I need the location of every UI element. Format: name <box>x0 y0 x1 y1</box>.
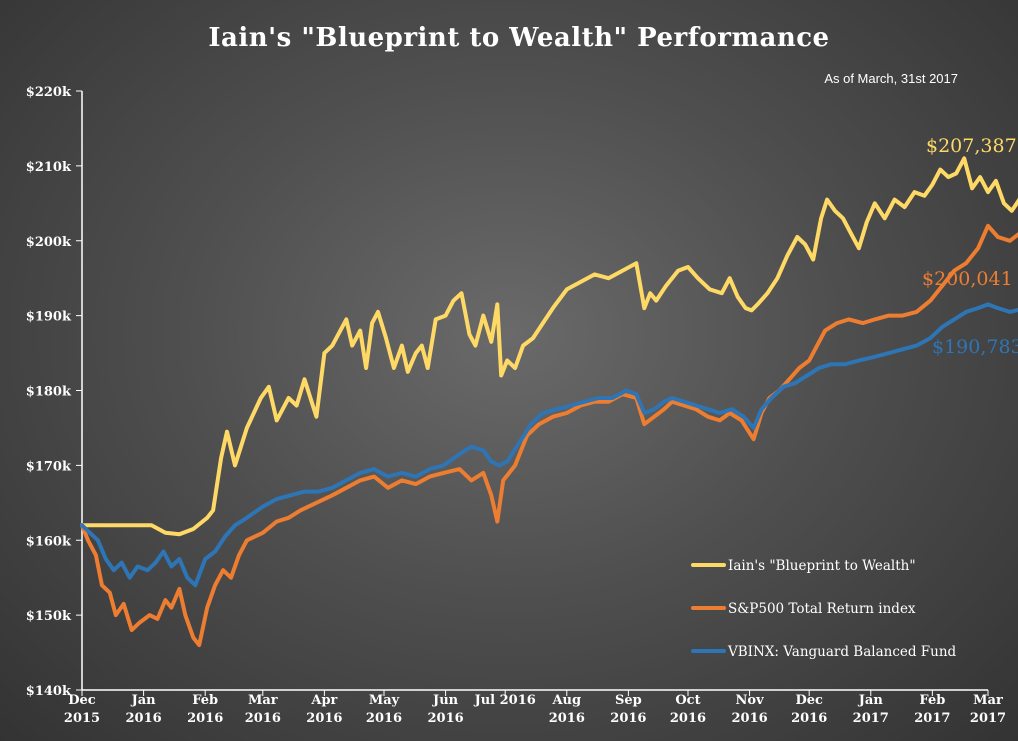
legend: Iain's "Blueprint to Wealth" S&P500 Total… <box>691 558 957 660</box>
x-tick-label: Mar 2017 <box>970 693 1006 726</box>
end-value-label: $190,783 <box>932 336 1018 358</box>
y-tick-label: $220k <box>26 85 72 100</box>
x-tick-label: Jul 2016 <box>474 693 536 708</box>
end-value-label: $207,387 <box>926 135 1017 157</box>
y-tick-label: $140k <box>26 684 72 699</box>
x-tick-label: Dec 2016 <box>791 693 827 726</box>
y-tick-label: $160k <box>26 534 72 549</box>
y-tick-label: $150k <box>26 609 72 624</box>
x-tick-label: Dec 2015 <box>64 693 100 726</box>
y-tick-label: $190k <box>26 310 72 325</box>
x-tick-label: Feb 2017 <box>914 693 950 726</box>
x-tick-label: Nov 2016 <box>731 693 767 726</box>
end-value-label: $200,041 <box>922 268 1013 290</box>
x-tick-label: Sep 2016 <box>610 693 646 726</box>
chart-subtitle: As of March, 31st 2017 <box>824 71 958 86</box>
y-tick-label: $200k <box>26 235 72 250</box>
x-tick-label: Jun 2016 <box>427 693 463 726</box>
y-tick-label: $180k <box>26 385 72 400</box>
legend-entry: VBINX: Vanguard Balanced Fund <box>727 644 957 660</box>
x-tick-label: Apr 2016 <box>306 693 342 726</box>
x-tick-label: Jan 2017 <box>853 693 889 726</box>
legend-entry: S&P500 Total Return index <box>728 601 916 617</box>
series-line <box>80 156 1018 537</box>
y-tick-label: $210k <box>26 160 72 175</box>
chart-title: Iain's "Blueprint to Wealth" Performance <box>208 23 829 53</box>
x-tick-label: Aug 2016 <box>549 693 585 726</box>
x-tick-label: Oct 2016 <box>670 693 706 726</box>
x-tick-label: Feb 2016 <box>187 693 223 726</box>
x-tick-label: Mar 2016 <box>245 693 281 726</box>
x-tick-label: May 2016 <box>366 693 402 726</box>
series-lines <box>80 156 1018 648</box>
series-line <box>80 223 1018 648</box>
series-line <box>80 302 1018 588</box>
y-tick-label: $170k <box>26 459 72 474</box>
x-tick-label: Jan 2016 <box>125 693 161 726</box>
axes: $140k $150k $160k $170k $180k $190k $200k $210k… <box>26 85 1006 726</box>
legend-entry: Iain's "Blueprint to Wealth" <box>728 558 916 574</box>
end-value-labels: $207,387 $200,041 $190,783 <box>922 135 1018 358</box>
